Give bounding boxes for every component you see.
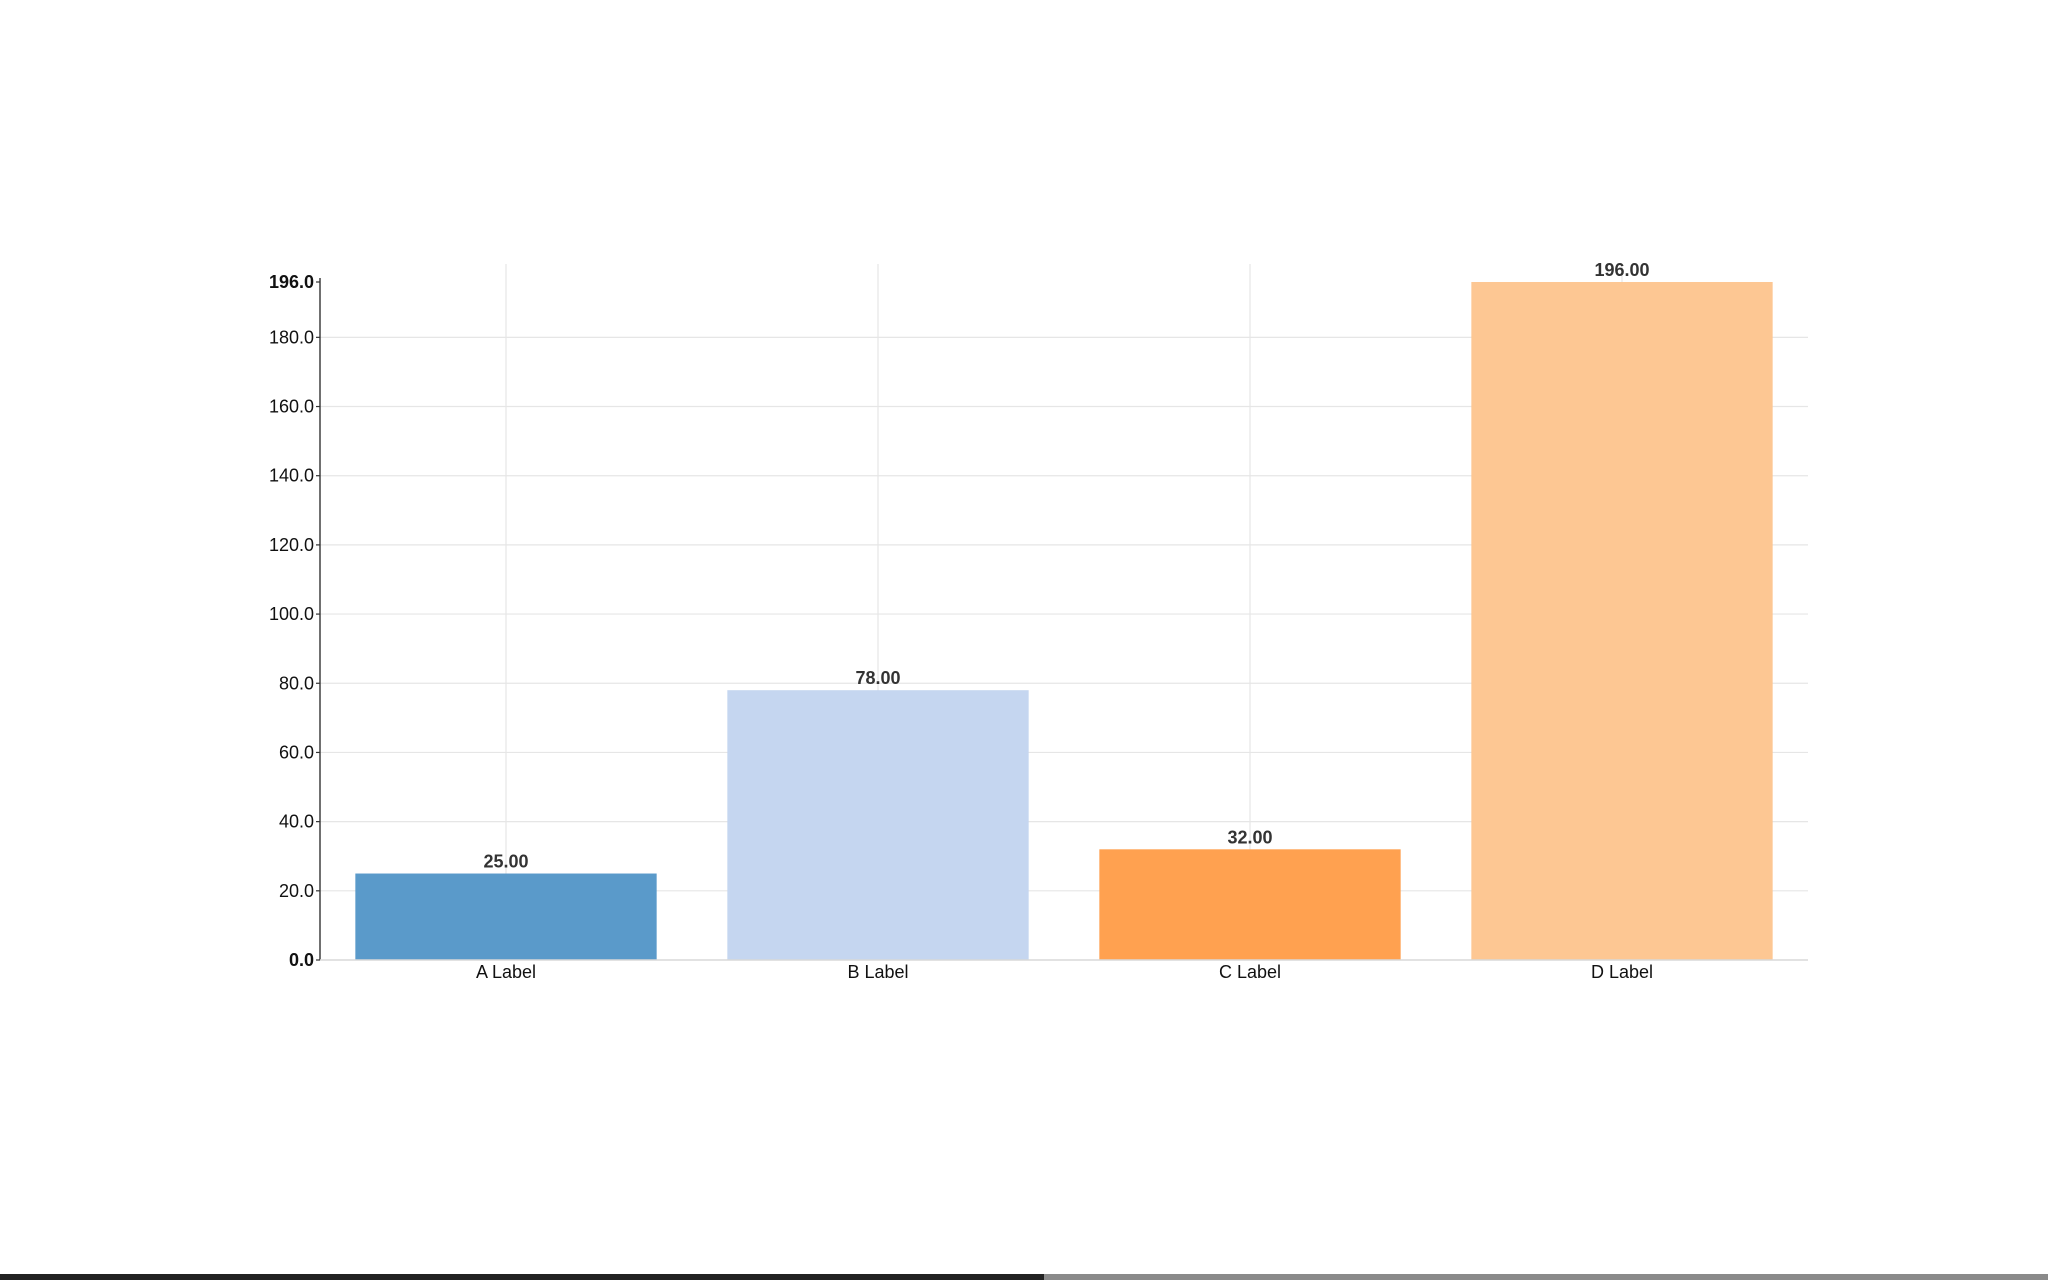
axes bbox=[316, 278, 1808, 961]
y-tick-label: 80.0 bbox=[279, 673, 314, 693]
y-tick-label: 100.0 bbox=[269, 604, 314, 624]
video-progress-bar[interactable] bbox=[0, 1274, 2048, 1280]
bar-value-label: 25.00 bbox=[483, 852, 528, 872]
y-tick-label: 0.0 bbox=[289, 950, 314, 970]
y-tick-label: 160.0 bbox=[269, 397, 314, 417]
y-tick-label: 40.0 bbox=[279, 812, 314, 832]
x-category-label: D Label bbox=[1591, 962, 1653, 982]
x-category-label: B Label bbox=[847, 962, 908, 982]
bar-value-label: 32.00 bbox=[1227, 827, 1272, 847]
video-progress-fill bbox=[0, 1274, 1045, 1280]
bars bbox=[355, 282, 1773, 960]
y-tick-label: 120.0 bbox=[269, 535, 314, 555]
y-tick-label: 20.0 bbox=[279, 881, 314, 901]
x-category-label: C Label bbox=[1219, 962, 1281, 982]
y-tick-label: 60.0 bbox=[279, 742, 314, 762]
bar-a-label[interactable] bbox=[355, 873, 657, 960]
labels: 0.0 20.0 40.0 60.0 80.0 100.0 120.0 140.0 160.0 1… bbox=[269, 260, 1653, 982]
bar-value-label: 196.00 bbox=[1594, 260, 1649, 280]
bar-d-label[interactable] bbox=[1471, 282, 1773, 960]
y-tick-label: 196.0 bbox=[269, 272, 314, 292]
bar-value-label: 78.00 bbox=[855, 668, 900, 688]
bar-c-label[interactable] bbox=[1099, 849, 1401, 960]
bar-b-label[interactable] bbox=[727, 690, 1029, 960]
bar-chart: 0.0 20.0 40.0 60.0 80.0 100.0 120.0 140.0 160.0 1… bbox=[269, 260, 1808, 982]
x-category-label: A Label bbox=[476, 962, 536, 982]
y-tick-label: 140.0 bbox=[269, 466, 314, 486]
y-tick-label: 180.0 bbox=[269, 327, 314, 347]
